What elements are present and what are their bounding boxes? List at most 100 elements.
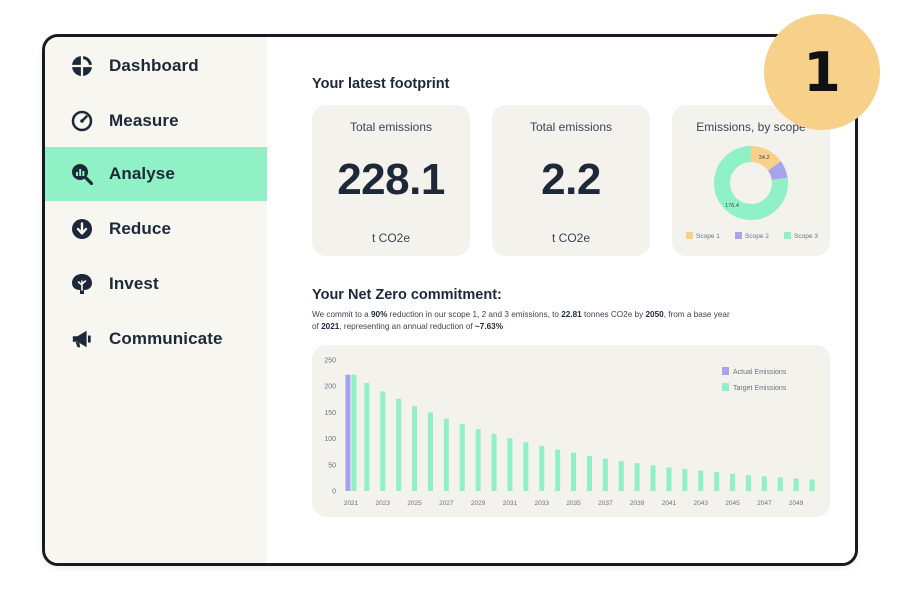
analyse-icon — [71, 163, 93, 185]
scope-donut-chart: 34.2 176.4 Scope 1 Scope 2 Scope 3 — [686, 146, 818, 240]
legend-swatch — [722, 383, 729, 391]
sidebar-item-label: Communicate — [109, 329, 223, 348]
sidebar-item-dashboard[interactable]: Dashboard — [45, 39, 267, 93]
sidebar-item-reduce[interactable]: Reduce — [45, 202, 267, 256]
x-tick-label: 2021 — [344, 500, 359, 507]
card-label: Total emissions — [349, 120, 433, 134]
bar-target — [634, 463, 640, 491]
sidebar-item-invest[interactable]: Invest — [45, 257, 267, 311]
sidebar: Dashboard Measure Analyse Reduce Invest — [45, 37, 267, 563]
bar-target — [412, 406, 418, 491]
card-unit: t CO2e — [551, 231, 590, 245]
bar-target — [618, 461, 624, 491]
x-tick-label: 2033 — [535, 500, 550, 507]
sidebar-item-measure[interactable]: Measure — [45, 94, 267, 148]
bar-target — [650, 465, 656, 491]
sidebar-item-label: Measure — [109, 111, 179, 130]
x-tick-label: 2045 — [725, 500, 740, 507]
bar-target — [777, 477, 783, 491]
footprint-title: Your latest footprint — [312, 76, 450, 92]
bar-target — [682, 468, 688, 491]
app-window: Dashboard Measure Analyse Reduce Invest — [42, 34, 858, 566]
bar-target — [364, 383, 370, 491]
step-number-badge: 1 — [764, 14, 880, 130]
bar-target — [793, 478, 799, 491]
legend-label: Scope 2 — [745, 233, 769, 240]
bar-target — [730, 473, 736, 491]
bar-target — [351, 374, 357, 491]
bar-target — [809, 479, 815, 491]
x-tick-label: 2023 — [376, 500, 391, 507]
main-content: Your latest footprint Total emissions 22… — [267, 37, 855, 563]
bar-target — [523, 442, 529, 491]
legend-swatch — [735, 232, 742, 239]
bar-target — [427, 412, 433, 491]
bar-target — [698, 470, 704, 491]
y-tick-label: 150 — [324, 410, 336, 417]
emissions-by-scope-card: Emissions, by scope 34.2 176.4 Scope 1 Scop… — [672, 105, 830, 256]
legend-label: Actual Emissions — [733, 369, 787, 376]
bar-target — [396, 398, 402, 491]
legend-swatch — [686, 232, 693, 239]
card-value: 2.2 — [541, 155, 601, 204]
bar-target — [666, 467, 672, 491]
card-label: Total emissions — [529, 120, 613, 134]
total-emissions-per-employee-card: Total emissions 2.2 t CO2e — [492, 105, 650, 256]
bar-target — [539, 445, 545, 491]
y-tick-label: 0 — [332, 489, 336, 496]
sidebar-item-label: Dashboard — [109, 56, 199, 75]
y-tick-label: 100 — [324, 436, 336, 443]
x-tick-label: 2041 — [662, 500, 677, 507]
bar-target — [555, 449, 561, 491]
bar-target — [602, 458, 608, 491]
legend-label: Target Emissions — [733, 385, 787, 392]
bar-target — [507, 438, 513, 491]
legend-swatch — [722, 367, 729, 375]
bar-target — [443, 418, 449, 491]
y-tick-label: 250 — [324, 358, 336, 365]
bar-target — [459, 423, 465, 491]
megaphone-icon — [71, 328, 93, 350]
sidebar-item-analyse[interactable]: Analyse — [45, 147, 267, 201]
x-tick-label: 2043 — [694, 500, 709, 507]
x-tick-label: 2047 — [757, 500, 772, 507]
donut-slice-label: 176.4 — [725, 203, 739, 209]
x-tick-label: 2039 — [630, 500, 645, 507]
sidebar-item-label: Reduce — [109, 219, 172, 238]
net-zero-chart-card: 0 50 100 150 200 250 2021 2023 2025 2027 2029 2031 2… — [312, 345, 830, 517]
y-tick-label: 200 — [324, 384, 336, 391]
bar-target — [475, 429, 481, 491]
gauge-icon — [71, 110, 93, 132]
x-tick-label: 2029 — [471, 500, 486, 507]
x-tick-label: 2025 — [407, 500, 422, 507]
bar-target — [571, 452, 577, 491]
sidebar-item-communicate[interactable]: Communicate — [45, 312, 267, 366]
legend-label: Scope 3 — [794, 233, 818, 240]
bar-actual — [345, 374, 351, 491]
sidebar-item-label: Analyse — [109, 164, 175, 183]
donut-slice-3 — [714, 146, 788, 220]
legend-label: Scope 1 — [696, 233, 720, 240]
x-tick-label: 2031 — [503, 500, 518, 507]
net-zero-bar-chart: 0 50 100 150 200 250 2021 2023 2025 2027 2029 2031 2… — [324, 358, 815, 507]
sidebar-item-label: Invest — [109, 274, 159, 293]
tree-icon — [71, 273, 93, 295]
bar-target — [714, 472, 720, 491]
commitment-text: We commit to a 90% reduction in our scop… — [312, 310, 730, 331]
total-emissions-card: Total emissions 228.1 t CO2e — [312, 105, 470, 256]
bar-target — [380, 391, 386, 491]
bar-target — [745, 475, 751, 491]
card-unit: t CO2e — [371, 231, 410, 245]
bar-target — [761, 476, 767, 491]
bar-target — [586, 455, 592, 491]
legend-swatch — [784, 232, 791, 239]
arrow-down-circle-icon — [71, 218, 93, 240]
bar-target — [491, 433, 497, 491]
dashboard-icon — [71, 55, 93, 77]
donut-slice-label: 34.2 — [759, 155, 770, 161]
x-tick-label: 2027 — [439, 500, 454, 507]
step-number: 1 — [803, 40, 841, 104]
x-tick-label: 2035 — [566, 500, 581, 507]
card-value: 228.1 — [337, 155, 445, 204]
x-tick-label: 2037 — [598, 500, 613, 507]
